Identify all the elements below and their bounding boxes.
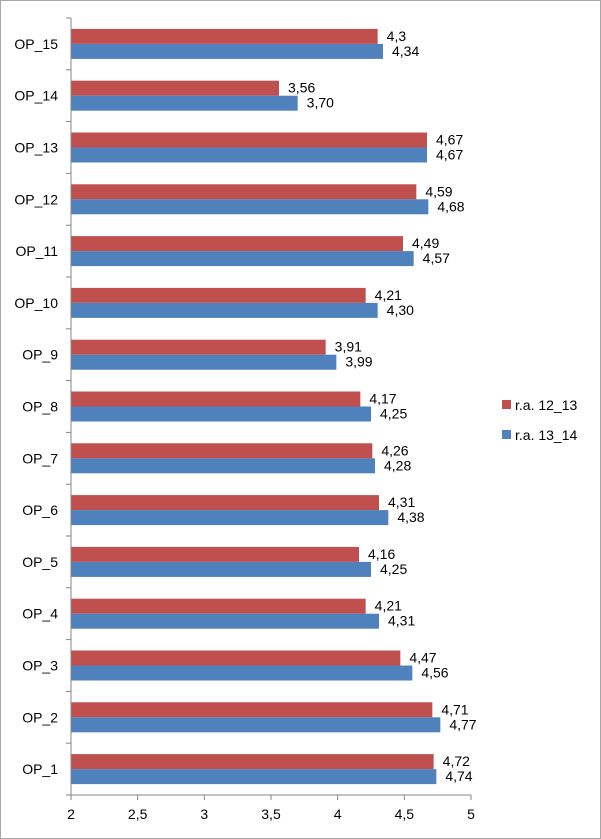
- data-label: 4,47: [409, 650, 436, 666]
- bar-series2: [71, 43, 383, 59]
- bar-series2: [71, 95, 298, 111]
- category-label: OP_12: [14, 191, 58, 207]
- category-label: OP_4: [22, 606, 58, 622]
- bar-series1: [71, 598, 366, 614]
- data-label: 4,49: [412, 235, 439, 251]
- category-label: OP_8: [22, 399, 58, 415]
- bar-series1: [71, 236, 403, 252]
- category-label: OP_11: [15, 243, 58, 259]
- data-label: 4,67: [436, 147, 463, 163]
- data-label: 3,99: [345, 354, 372, 370]
- bar-series1: [71, 339, 326, 355]
- x-tick-label: 4: [334, 806, 342, 822]
- data-label: 4,77: [449, 716, 476, 732]
- data-label: 4,71: [441, 701, 468, 717]
- data-label: 4,67: [436, 132, 463, 148]
- bar-series2: [71, 251, 414, 267]
- category-label: OP_7: [22, 450, 58, 466]
- category-label: OP_1: [22, 761, 58, 777]
- data-label: 4,68: [437, 198, 464, 214]
- bar-series1: [71, 702, 433, 718]
- bar-series2: [71, 199, 429, 215]
- data-label: 4,26: [381, 442, 408, 458]
- bar-series1: [71, 80, 279, 96]
- bar-series2: [71, 510, 389, 526]
- bar-series1: [71, 391, 361, 407]
- category-label: OP_14: [14, 88, 58, 104]
- data-label: 4,31: [388, 613, 415, 629]
- category-label: OP_10: [14, 295, 58, 311]
- data-label: 3,56: [288, 80, 315, 96]
- bar-series2: [71, 561, 371, 577]
- legend-swatch: [502, 400, 511, 409]
- legend-swatch: [502, 430, 511, 439]
- bar-series2: [71, 147, 427, 163]
- bar-series2: [71, 458, 375, 474]
- data-label: 4,56: [421, 665, 448, 681]
- x-tick-label: 4,5: [395, 806, 415, 822]
- bar-series1: [71, 546, 359, 562]
- x-tick-label: 3: [200, 806, 208, 822]
- data-label: 4,30: [387, 302, 414, 318]
- data-label: 4,38: [397, 509, 424, 525]
- x-tick-label: 2,5: [128, 806, 148, 822]
- bar-series2: [71, 406, 371, 422]
- x-tick-label: 3,5: [261, 806, 281, 822]
- x-tick-label: 2: [67, 806, 75, 822]
- data-label: 3,91: [335, 339, 362, 355]
- legend-label: r.a. 12_13: [515, 397, 577, 413]
- data-label: 4,74: [445, 768, 472, 784]
- bar-series2: [71, 613, 379, 629]
- data-label: 4,57: [423, 250, 450, 266]
- bar-series2: [71, 769, 437, 785]
- bar-series1: [71, 287, 366, 303]
- data-label: 4,25: [380, 406, 407, 422]
- category-label: OP_3: [22, 658, 58, 674]
- bar-series2: [71, 302, 378, 318]
- category-label: OP_6: [22, 502, 58, 518]
- category-label: OP_13: [14, 140, 58, 156]
- bar-series2: [71, 354, 337, 370]
- data-label: 4,31: [388, 494, 415, 510]
- data-label: 3,70: [307, 95, 334, 111]
- data-label: 4,21: [375, 287, 402, 303]
- x-tick-label: 5: [467, 806, 475, 822]
- bar-series1: [71, 443, 373, 459]
- data-label: 4,28: [384, 457, 411, 473]
- bar-series1: [71, 754, 434, 770]
- bar-series1: [71, 132, 427, 148]
- bar-series1: [71, 184, 417, 200]
- data-label: 4,16: [368, 546, 395, 562]
- legend-label: r.a. 13_14: [515, 427, 577, 443]
- data-label: 4,59: [425, 183, 452, 199]
- data-label: 4,72: [443, 753, 470, 769]
- bar-series2: [71, 717, 441, 733]
- bar-series1: [71, 495, 379, 511]
- bar-series1: [71, 28, 378, 44]
- category-label: OP_5: [22, 554, 58, 570]
- data-label: 4,34: [392, 43, 419, 59]
- bar-series2: [71, 665, 413, 681]
- data-label: 4,17: [369, 391, 396, 407]
- category-label: OP_9: [22, 347, 58, 363]
- category-label: OP_2: [22, 709, 58, 725]
- data-label: 4,3: [387, 28, 407, 44]
- bar-series1: [71, 650, 401, 666]
- data-label: 4,21: [375, 598, 402, 614]
- category-label: OP_15: [14, 36, 58, 52]
- data-label: 4,25: [380, 561, 407, 577]
